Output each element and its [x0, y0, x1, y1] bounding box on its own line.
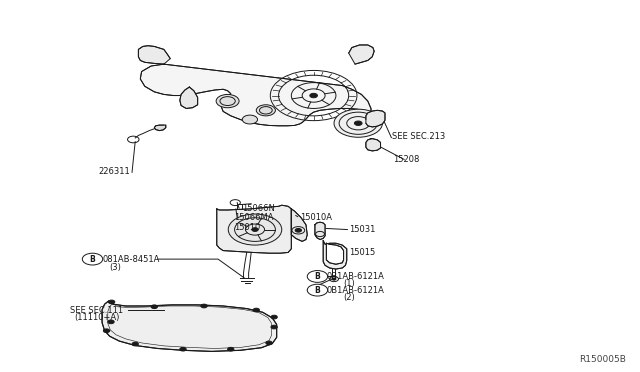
Circle shape: [180, 347, 186, 351]
Circle shape: [295, 228, 301, 232]
Text: (2): (2): [343, 293, 355, 302]
Circle shape: [108, 300, 115, 304]
Text: (1): (1): [343, 279, 355, 288]
Text: R150005B: R150005B: [579, 355, 626, 364]
Circle shape: [253, 308, 259, 312]
Text: B: B: [315, 286, 321, 295]
Text: 15010: 15010: [234, 223, 260, 232]
Circle shape: [252, 228, 258, 231]
Polygon shape: [366, 110, 385, 127]
Circle shape: [332, 278, 336, 280]
Circle shape: [216, 94, 239, 108]
Circle shape: [201, 304, 207, 308]
Text: 0B1AB-6121A: 0B1AB-6121A: [326, 286, 384, 295]
Circle shape: [355, 121, 362, 125]
Polygon shape: [138, 46, 170, 64]
Polygon shape: [180, 87, 198, 109]
Polygon shape: [323, 241, 347, 269]
Circle shape: [132, 342, 138, 346]
Circle shape: [266, 341, 272, 345]
Text: (3): (3): [109, 263, 122, 272]
Circle shape: [83, 253, 102, 265]
Text: 0B1AB-6121A: 0B1AB-6121A: [326, 272, 384, 281]
Polygon shape: [154, 125, 166, 131]
Text: (11110+A): (11110+A): [75, 313, 120, 322]
Circle shape: [228, 214, 282, 245]
Polygon shape: [102, 301, 276, 352]
Circle shape: [103, 329, 109, 333]
Polygon shape: [291, 209, 307, 241]
Text: B: B: [315, 272, 321, 281]
Circle shape: [271, 315, 277, 319]
Circle shape: [310, 93, 317, 98]
Circle shape: [108, 320, 114, 324]
Text: 15010A: 15010A: [300, 212, 332, 221]
Text: 15066MA: 15066MA: [234, 213, 273, 222]
Polygon shape: [349, 45, 374, 64]
Text: 15015: 15015: [349, 248, 375, 257]
Circle shape: [243, 115, 257, 124]
Circle shape: [271, 325, 277, 329]
Polygon shape: [315, 222, 325, 240]
Polygon shape: [366, 139, 381, 151]
Circle shape: [307, 270, 328, 282]
Circle shape: [256, 105, 275, 116]
Text: 15208: 15208: [393, 155, 419, 164]
Text: 15066N: 15066N: [243, 203, 275, 213]
Text: B: B: [90, 254, 95, 264]
Circle shape: [334, 109, 383, 137]
Text: SEE SEC.111: SEE SEC.111: [70, 306, 124, 315]
Text: 081AB-8451A: 081AB-8451A: [102, 254, 159, 264]
Text: SEE SEC.213: SEE SEC.213: [392, 132, 445, 141]
Circle shape: [228, 347, 234, 351]
Text: 226311: 226311: [99, 167, 130, 176]
Circle shape: [151, 305, 157, 309]
Polygon shape: [326, 243, 344, 264]
Polygon shape: [140, 64, 371, 126]
Circle shape: [307, 284, 328, 296]
Text: 15031: 15031: [349, 225, 375, 234]
Polygon shape: [217, 205, 291, 253]
